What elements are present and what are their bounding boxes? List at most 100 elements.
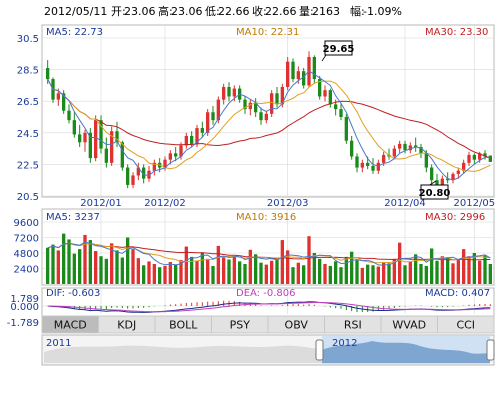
- candle-body: [291, 61, 295, 80]
- volume-bar: [488, 263, 492, 284]
- candle-body: [472, 154, 476, 160]
- candle-body: [376, 162, 380, 171]
- grid-layer: [42, 25, 494, 314]
- tab-psy[interactable]: PSY: [211, 315, 269, 334]
- volume-bar: [483, 255, 487, 284]
- candle-body: [163, 159, 167, 168]
- candle-body: [270, 93, 274, 114]
- tab-kdj[interactable]: KDJ: [98, 315, 156, 334]
- volume-bar: [152, 263, 156, 284]
- volume-bar: [451, 263, 455, 284]
- ma5-legend: MA5: 22.73: [46, 27, 103, 38]
- candle-body: [403, 143, 407, 151]
- candle-body: [366, 162, 370, 166]
- candle-body: [339, 109, 343, 117]
- candle-body: [483, 153, 487, 157]
- high-note-box: [324, 40, 353, 56]
- candle-body: [99, 120, 103, 149]
- volume-bar: [419, 263, 423, 284]
- candle-body: [142, 167, 146, 179]
- candle-body: [435, 180, 439, 187]
- volume-bar: [414, 254, 418, 284]
- candle-body: [318, 79, 322, 97]
- volume-bar: [216, 245, 220, 284]
- candle-body: [46, 68, 50, 80]
- navigator-left-handle[interactable]: [315, 339, 324, 361]
- macd-y-tick: 0.000: [10, 302, 39, 313]
- tab-wvad[interactable]: WVAD: [380, 315, 438, 334]
- candle-body: [382, 154, 386, 163]
- candle-body: [179, 145, 183, 157]
- candle-body: [280, 86, 284, 105]
- tab-label: OBV: [285, 319, 309, 332]
- candle-body: [275, 93, 279, 105]
- candle-body: [440, 178, 444, 187]
- price-y-tick: 28.5: [17, 66, 39, 77]
- header-volume-label: 量:: [299, 5, 314, 18]
- tab-obv[interactable]: OBV: [267, 315, 325, 334]
- volume-bar: [184, 246, 188, 284]
- tab-rsi[interactable]: RSI: [324, 315, 382, 334]
- volume-bar: [302, 265, 306, 284]
- candle-body: [152, 162, 156, 171]
- volume-bar: [270, 260, 274, 284]
- volume-bar: [286, 250, 290, 284]
- volume-y-tick: 2400: [14, 265, 39, 276]
- candle-body: [168, 153, 172, 160]
- candle-body: [408, 145, 412, 151]
- navigator-right-handle[interactable]: [486, 339, 495, 361]
- header-change-label: 幅:: [350, 5, 365, 18]
- header-low-value: 22.66: [218, 5, 250, 18]
- price-y-tick: 26.5: [17, 97, 39, 108]
- volume-bar: [472, 253, 476, 284]
- volume-bar: [312, 253, 316, 284]
- header-bar: [0, 0, 500, 20]
- volume-bar: [115, 250, 119, 284]
- candle-body: [110, 131, 114, 163]
- candle-body: [264, 113, 268, 121]
- tab-macd[interactable]: MACD: [41, 315, 99, 334]
- volume-ma30-line: [47, 242, 491, 261]
- x-axis-tick: 2012/05: [454, 198, 496, 209]
- volume-bar: [158, 267, 162, 284]
- volume-bar: [200, 252, 204, 284]
- volume-bar: [110, 243, 114, 284]
- x-axis-tick: 2012/03: [267, 198, 309, 209]
- volume-bar: [163, 265, 167, 284]
- volume-bar: [275, 258, 279, 284]
- navigator-selected-area: [322, 341, 490, 363]
- candle-body: [360, 162, 364, 168]
- candle-body: [211, 112, 215, 121]
- volume-y-tick: 9600: [14, 218, 39, 229]
- tab-label: RSI: [344, 319, 362, 332]
- candle-body: [56, 93, 60, 100]
- candle-body: [190, 135, 194, 144]
- candle-body: [371, 165, 375, 171]
- volume-bar: [398, 242, 402, 284]
- header-high-label: 高:: [158, 4, 173, 18]
- tab-cci[interactable]: CCI: [437, 315, 495, 334]
- x-axis-tick: 2012/04: [384, 198, 426, 209]
- vol-ma5-legend: MA5: 3237: [46, 212, 100, 223]
- vol-ma10-legend: MA10: 3916: [236, 212, 296, 223]
- volume-bar: [62, 233, 66, 284]
- price-y-tick: 24.5: [17, 129, 39, 140]
- volume-bar: [323, 263, 327, 284]
- x-axis-tick: 2012/02: [144, 198, 186, 209]
- candle-body: [419, 147, 423, 154]
- tab-boll[interactable]: BOLL: [154, 315, 212, 334]
- volume-bar: [126, 237, 130, 284]
- ma10-line: [47, 78, 491, 173]
- volume-bar: [51, 244, 55, 284]
- volume-bar: [435, 260, 439, 284]
- volume-bar: [131, 249, 135, 284]
- volume-bar: [142, 265, 146, 284]
- tab-label: BOLL: [169, 319, 198, 332]
- volume-y-tick: 4800: [14, 249, 39, 260]
- volume-bar: [254, 254, 258, 284]
- candle-body: [488, 155, 492, 162]
- macd-y-tick: -1.789: [7, 318, 39, 329]
- volume-bar: [206, 258, 210, 284]
- volume-bar: [222, 257, 226, 284]
- volume-ma5-line: [47, 241, 491, 266]
